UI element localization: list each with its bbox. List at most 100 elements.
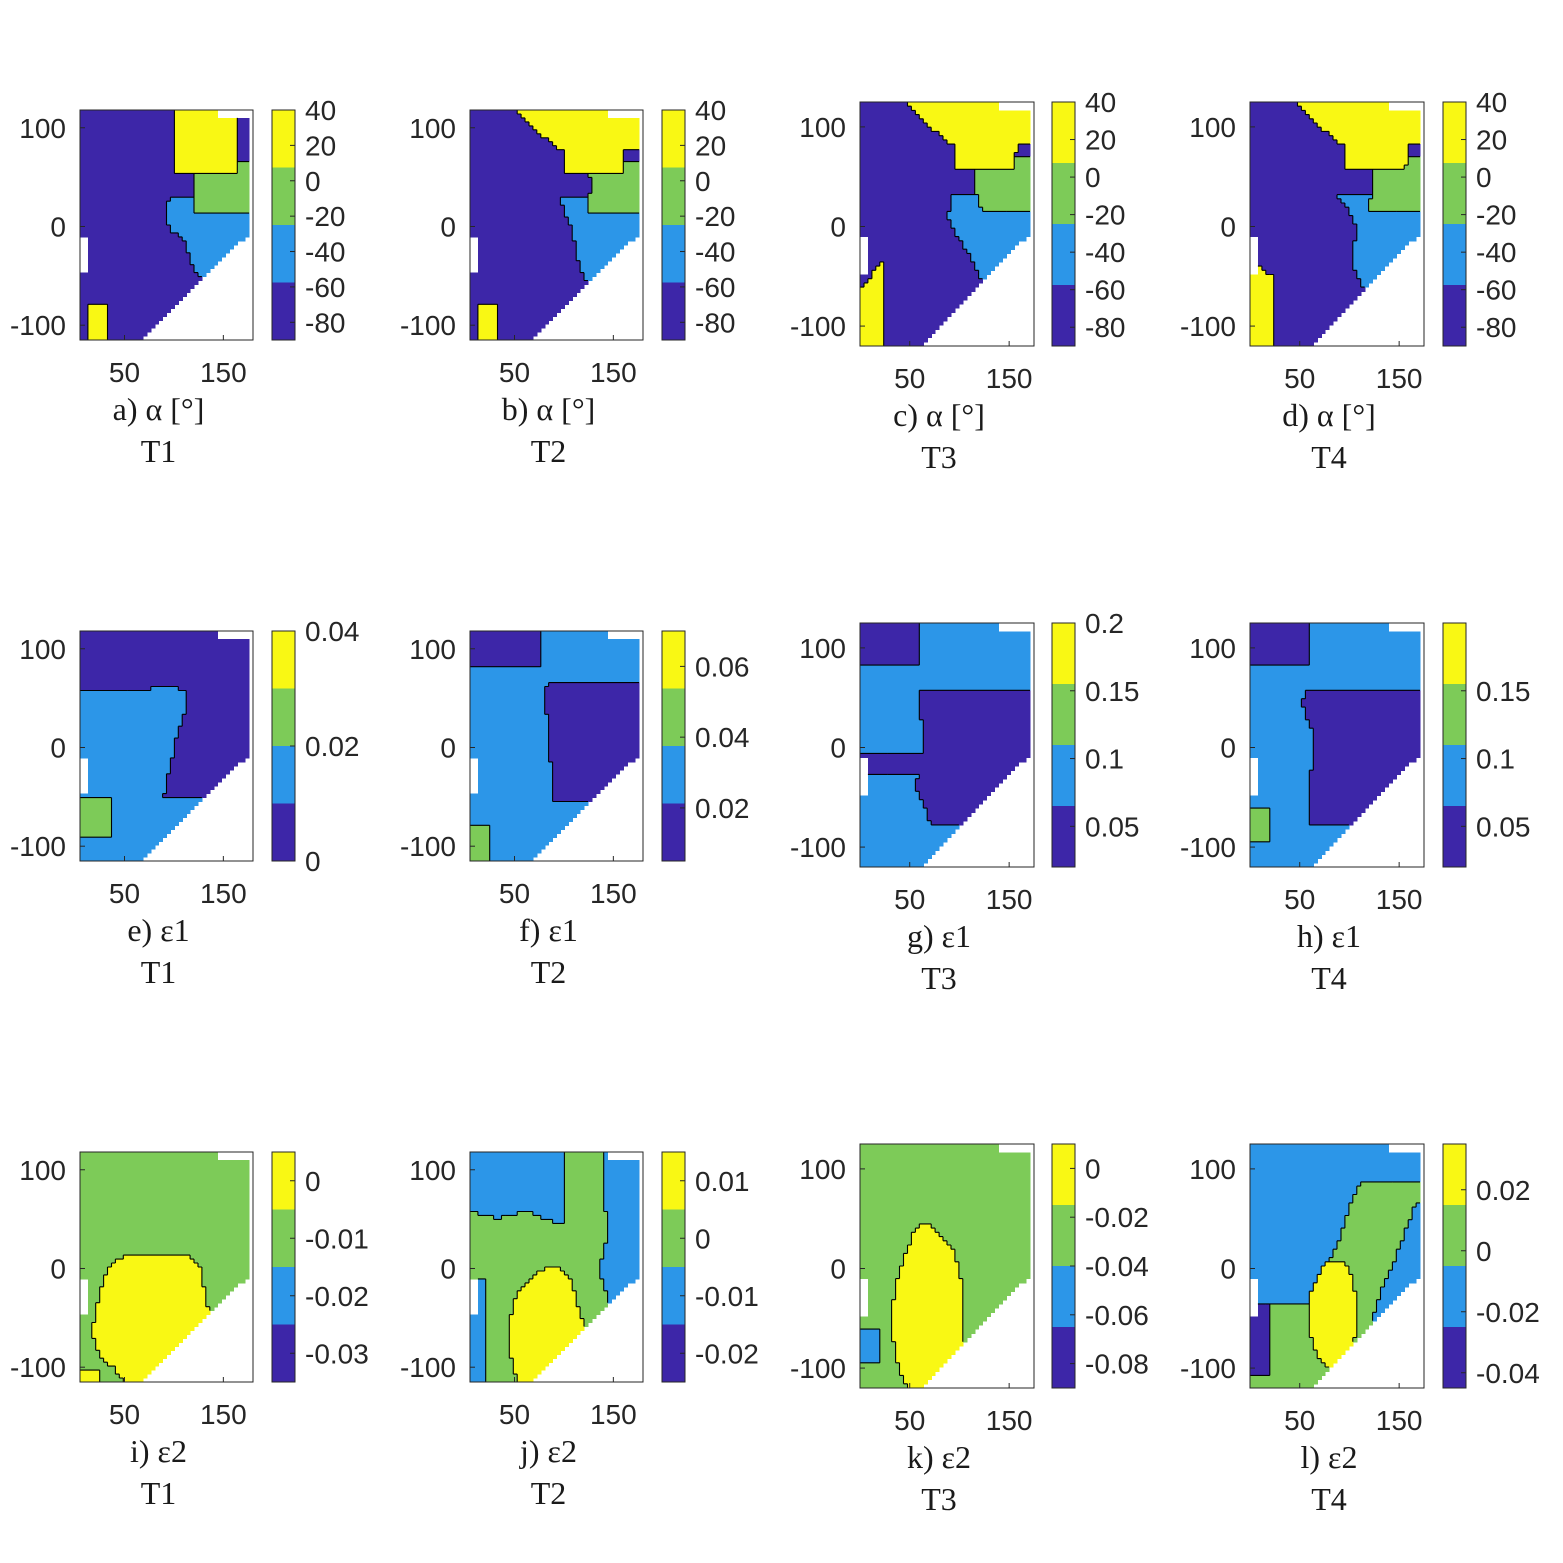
contour-cell xyxy=(92,261,97,266)
contour-cell xyxy=(557,288,562,293)
contour-cell xyxy=(560,142,565,147)
contour-cell xyxy=(206,130,211,135)
contour-cell xyxy=(92,273,97,278)
contour-cell xyxy=(170,253,175,258)
contour-cell xyxy=(155,162,160,167)
contour-cell xyxy=(553,193,558,198)
contour-cell xyxy=(222,205,227,210)
contour-cell xyxy=(525,185,530,190)
contour-cell xyxy=(131,229,136,234)
contour-cell xyxy=(96,126,101,131)
contour-cell xyxy=(529,304,534,309)
contour-cell xyxy=(170,173,175,178)
contour-cell xyxy=(478,324,483,329)
contour-cell xyxy=(229,158,234,163)
contour-cell xyxy=(888,312,893,317)
contour-cell xyxy=(96,253,101,258)
contour-cell xyxy=(868,216,873,221)
contour-cell xyxy=(860,274,865,279)
contour-cell xyxy=(222,221,227,226)
contour-cell xyxy=(884,165,889,170)
contour-cell xyxy=(892,203,897,208)
contour-cell xyxy=(127,292,132,297)
contour-cell xyxy=(576,185,581,190)
contour-cell xyxy=(588,150,593,155)
contour-cell xyxy=(892,325,897,330)
contour-cell xyxy=(80,122,85,127)
contour-cell xyxy=(143,281,148,286)
contour-cell xyxy=(529,261,534,266)
contour-cell xyxy=(880,119,885,124)
contour-cell xyxy=(163,296,168,301)
contour-cell xyxy=(884,287,889,292)
contour-cell xyxy=(478,189,483,194)
contour-cell xyxy=(533,110,538,115)
contour-cell xyxy=(486,273,491,278)
contour-cell xyxy=(501,201,506,206)
contour-cell xyxy=(229,201,234,206)
contour-cell xyxy=(206,134,211,139)
contour-cell xyxy=(100,201,105,206)
contour-cell xyxy=(478,169,483,174)
contour-cell xyxy=(876,312,881,317)
contour-cell xyxy=(537,308,542,313)
contour-cell xyxy=(92,114,97,119)
contour-cell xyxy=(119,130,124,135)
contour-cell xyxy=(147,169,152,174)
contour-cell xyxy=(115,166,120,171)
contour-cell xyxy=(478,265,483,270)
contour-cell xyxy=(911,131,916,136)
contour-cell xyxy=(549,245,554,250)
contour-cell xyxy=(167,158,172,163)
contour-cell xyxy=(880,161,885,166)
contour-cell xyxy=(592,257,597,262)
contour-cell xyxy=(900,152,905,157)
contour-cell xyxy=(564,162,569,167)
contour-cell xyxy=(564,237,569,242)
contour-cell xyxy=(490,150,495,155)
contour-cell xyxy=(478,277,483,282)
contour-cell xyxy=(229,130,234,135)
contour-cell xyxy=(482,118,487,123)
contour-cell xyxy=(541,253,546,258)
contour-cell xyxy=(549,273,554,278)
contour-cell xyxy=(584,221,589,226)
contour-cell xyxy=(202,126,207,131)
contour-cell xyxy=(592,189,597,194)
contour-cell xyxy=(600,126,605,131)
contour-cell xyxy=(904,211,909,216)
contour-cell xyxy=(588,257,593,262)
contour-cell xyxy=(229,146,234,151)
contour-cell xyxy=(170,257,175,262)
contour-cell xyxy=(541,288,546,293)
contour-cell xyxy=(529,142,534,147)
contour-cell xyxy=(96,205,101,210)
contour-cell xyxy=(115,241,120,246)
contour-cell xyxy=(580,233,585,238)
contour-cell xyxy=(241,142,246,147)
contour-cell xyxy=(139,332,144,337)
contour-cell xyxy=(151,181,156,186)
contour-cell xyxy=(108,142,113,147)
contour-cell xyxy=(521,265,526,270)
contour-cell xyxy=(592,237,597,242)
contour-cell xyxy=(588,110,593,115)
contour-cell xyxy=(896,237,901,242)
contour-cell xyxy=(576,245,581,250)
contour-cell xyxy=(100,273,105,278)
contour-cell xyxy=(576,181,581,186)
contour-cell xyxy=(190,245,195,250)
contour-cell xyxy=(206,213,211,218)
contour-cell xyxy=(163,225,168,230)
contour-cell xyxy=(84,233,89,238)
contour-cell xyxy=(123,130,128,135)
contour-cell xyxy=(131,173,136,178)
contour-cell xyxy=(517,177,522,182)
contour-cell xyxy=(241,166,246,171)
contour-cell xyxy=(900,245,905,250)
contour-cell xyxy=(596,142,601,147)
contour-cell xyxy=(880,224,885,229)
contour-cell xyxy=(860,220,865,225)
contour-cell xyxy=(159,130,164,135)
contour-cell xyxy=(623,241,628,246)
